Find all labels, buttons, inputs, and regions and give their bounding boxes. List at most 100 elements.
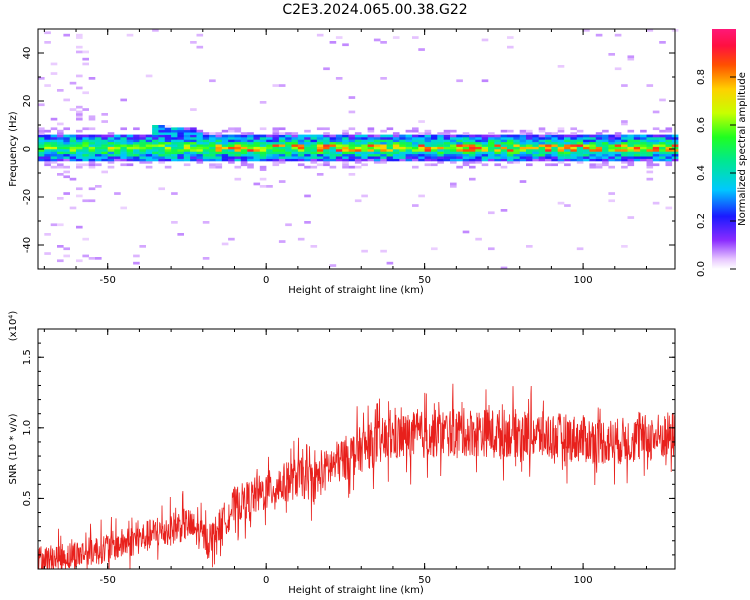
heatmap-cell	[367, 158, 375, 162]
heatmap-cell	[526, 149, 533, 152]
heatmap-cell	[209, 149, 216, 152]
heatmap-cell	[583, 134, 590, 138]
heatmap-cell	[646, 177, 654, 181]
heatmap-cell	[627, 141, 635, 145]
heatmap-cell	[329, 41, 337, 44]
heatmap-cell	[285, 137, 292, 140]
heatmap-cell	[386, 144, 394, 147]
heatmap-cell	[152, 146, 159, 150]
heatmap-cell	[278, 139, 286, 143]
heatmap-cell	[247, 149, 254, 152]
heatmap-cell	[209, 141, 216, 145]
heatmap-cell	[450, 139, 457, 143]
heatmap-cell	[304, 156, 311, 159]
heatmap-cell	[50, 144, 58, 147]
heatmap-cell	[602, 134, 609, 138]
heatmap-cell	[44, 252, 51, 255]
heatmap-cell	[348, 165, 356, 169]
heatmap-cell	[462, 144, 470, 147]
heatmap-cell	[621, 139, 628, 143]
heatmap-cell	[171, 158, 178, 162]
heatmap-cell	[602, 158, 609, 162]
heatmap-cell	[367, 144, 375, 147]
heatmap-cell	[462, 151, 470, 155]
heatmap-cell	[215, 132, 223, 135]
heatmap-cell	[139, 151, 146, 155]
heatmap-cell	[538, 146, 546, 150]
heatmap-cell	[126, 149, 134, 152]
heatmap-cell	[494, 163, 501, 167]
heatmap-cell	[38, 149, 45, 152]
heatmap-cell	[602, 137, 609, 140]
heatmap-cell	[126, 137, 134, 140]
heatmap-cell	[133, 137, 140, 140]
heatmap-cell	[44, 137, 51, 140]
heatmap-cell	[310, 158, 318, 162]
heatmap-cell	[44, 161, 51, 164]
heatmap-cell	[304, 151, 311, 155]
heatmap-cell	[63, 247, 70, 251]
heatmap-cell	[221, 139, 229, 143]
heatmap-cell	[139, 146, 146, 150]
heatmap-cell	[342, 153, 349, 157]
heatmap-cell	[120, 98, 127, 102]
colorbar-tick-label: 0.4	[696, 165, 707, 181]
heatmap-cell	[335, 134, 343, 138]
heatmap-cell	[354, 134, 362, 138]
heatmap-cell	[488, 144, 495, 147]
heatmap-cell	[456, 146, 463, 150]
heatmap-cell	[424, 151, 432, 155]
heatmap-cell	[329, 141, 337, 145]
heatmap-cell	[88, 257, 96, 260]
heatmap-cell	[354, 199, 362, 203]
heatmap-cell	[171, 221, 178, 224]
heatmap-cell	[342, 43, 349, 47]
heatmap-cell	[183, 139, 191, 143]
heatmap-cell	[247, 158, 254, 162]
heatmap-cell	[139, 156, 146, 159]
heatmap-cell	[481, 134, 489, 138]
heatmap-cell	[386, 156, 394, 159]
heatmap-cell	[158, 187, 165, 191]
heatmap-cell	[69, 158, 77, 162]
heatmap-cell	[215, 151, 223, 155]
heatmap-cell	[114, 141, 121, 145]
heatmap-cell	[228, 134, 235, 138]
heatmap-cell	[570, 132, 577, 135]
heatmap-cell	[190, 141, 197, 145]
heatmap-cell	[494, 137, 501, 140]
heatmap-cell	[88, 139, 96, 143]
heatmap-cell	[583, 149, 590, 152]
heatmap-cell	[507, 134, 514, 138]
heatmap-cell	[545, 163, 552, 167]
snr-x-ticks: -50 0 50 100	[43, 329, 647, 586]
heatmap-cell	[475, 151, 482, 155]
heatmap-cell	[158, 156, 165, 159]
heatmap-cell	[621, 141, 628, 145]
heatmap-cell	[202, 134, 210, 138]
heatmap-cell	[183, 158, 191, 162]
heatmap-cell	[614, 141, 622, 145]
heatmap-cell	[234, 144, 242, 147]
heatmap-cell	[614, 146, 622, 150]
heatmap-cell	[551, 158, 558, 162]
heatmap-cell	[595, 146, 603, 150]
heatmap-cell	[177, 134, 184, 138]
heatmap-cell	[297, 153, 305, 157]
heatmap-cell	[462, 163, 470, 167]
heatmap-cell	[551, 156, 558, 159]
heatmap-cell	[95, 156, 102, 159]
heatmap-cell	[95, 185, 102, 188]
heatmap-cell	[576, 134, 584, 138]
heatmap-cell	[652, 163, 660, 167]
heatmap-cell	[171, 156, 178, 159]
heatmap-cell	[171, 127, 178, 131]
heatmap-cell	[190, 146, 197, 150]
heatmap-cell	[614, 144, 622, 147]
heatmap-cell	[76, 158, 83, 162]
heatmap-cell	[659, 144, 666, 147]
heatmap-cell	[602, 163, 609, 167]
heatmap-cell	[82, 127, 89, 131]
heatmap-cell	[202, 156, 210, 159]
heatmap-cell	[50, 127, 58, 131]
